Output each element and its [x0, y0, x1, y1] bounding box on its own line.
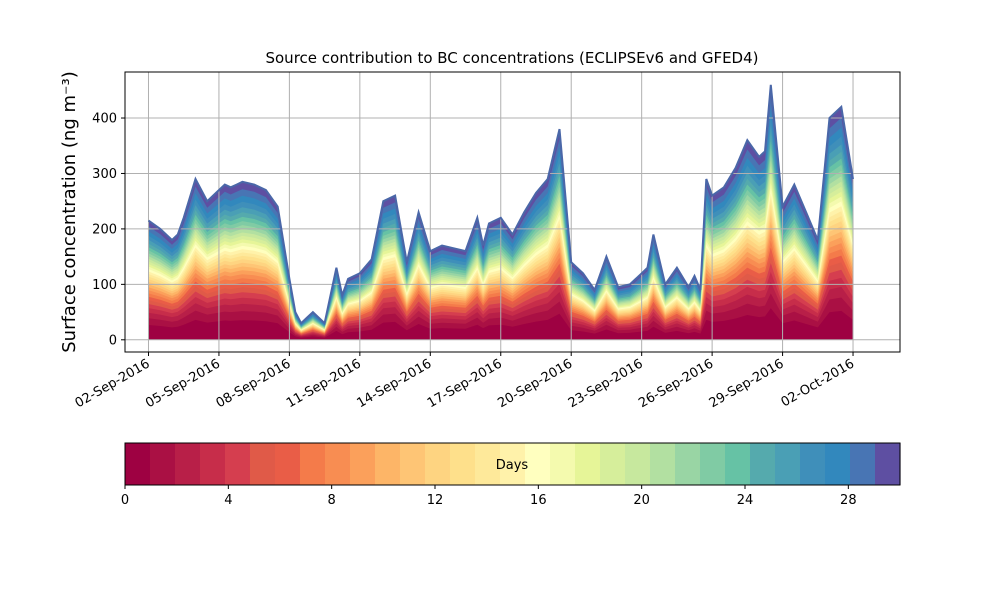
x-tick-label: 26-Sep-2016: [636, 356, 716, 411]
x-tick-label: 14-Sep-2016: [354, 356, 434, 411]
colorbar-band: [675, 443, 701, 485]
colorbar-label: Days: [496, 458, 529, 473]
colorbar-band: [150, 443, 176, 485]
grid-lines: [125, 72, 900, 352]
colorbar-frame: [124, 442, 901, 486]
colorbar-band: [850, 443, 876, 485]
colorbar-band: [825, 443, 851, 485]
colorbar-band: [375, 443, 401, 485]
colorbar-band: [775, 443, 801, 485]
x-tick-label: 02-Sep-2016: [73, 356, 153, 411]
colorbar-band: [400, 443, 426, 485]
colorbar-bands: [125, 443, 901, 485]
area-layer-day-1: [148, 293, 853, 340]
colorbar-tick-label: 20: [633, 493, 650, 508]
colorbar-band: [300, 443, 326, 485]
colorbar-tick-label: 0: [121, 493, 129, 508]
colorbar-band: [275, 443, 301, 485]
plot-frame: [124, 71, 901, 353]
colorbar-band: [350, 443, 376, 485]
plot-area: 0 100 200 300 400 02-Sep-201605-Sep-201608-S…: [73, 71, 901, 411]
colorbar-tick-label: 16: [530, 493, 547, 508]
x-tick-label: 23-Sep-2016: [566, 356, 646, 411]
y-tick-label: 400: [92, 112, 117, 127]
colorbar-band: [875, 443, 901, 485]
colorbar-band: [525, 443, 551, 485]
colorbar-band: [250, 443, 276, 485]
colorbar-band: [625, 443, 651, 485]
colorbar-tick-label: 4: [224, 493, 232, 508]
x-tick-label: 08-Sep-2016: [214, 356, 294, 411]
colorbar-band: [125, 443, 151, 485]
x-tick-label: 05-Sep-2016: [143, 356, 223, 411]
area-layer-day-3: [148, 272, 853, 340]
x-axis-ticks: 02-Sep-201605-Sep-201608-Sep-201611-Sep-…: [73, 352, 857, 411]
chart-title: Source contribution to BC concentrations…: [265, 49, 758, 67]
y-axis-label: Surface concentration (ng m⁻³): [59, 71, 80, 353]
colorbar-band: [425, 443, 451, 485]
x-tick-label: 02-Oct-2016: [779, 356, 857, 410]
y-tick-label: 100: [92, 278, 117, 293]
x-tick-label: 29-Sep-2016: [707, 356, 787, 411]
total-concentration-line: [147, 84, 854, 326]
colorbar-band: [175, 443, 201, 485]
area-layer-day-2: [148, 281, 853, 340]
colorbar-band: [575, 443, 601, 485]
y-tick-label: 300: [92, 167, 117, 182]
colorbar-ticks: 0 4 8 12 16 20 24 28: [121, 485, 857, 508]
colorbar-band: [750, 443, 776, 485]
colorbar-band: [325, 443, 351, 485]
y-tick-label: 200: [92, 222, 117, 237]
colorbar-band: [725, 443, 751, 485]
colorbar-band: [650, 443, 676, 485]
colorbar-band: [800, 443, 826, 485]
colorbar-band: [600, 443, 626, 485]
colorbar-band: [200, 443, 226, 485]
y-axis-ticks: 0 100 200 300 400: [92, 112, 125, 348]
colorbar-tick-label: 28: [840, 493, 857, 508]
x-tick-label: 11-Sep-2016: [284, 356, 364, 411]
x-tick-label: 17-Sep-2016: [425, 356, 505, 411]
colorbar-band: [700, 443, 726, 485]
area-layer-day-0: [148, 308, 853, 340]
colorbar: Days 0 4 8 12 16 20 24 28: [121, 442, 901, 508]
x-tick-label: 20-Sep-2016: [495, 356, 575, 411]
colorbar-band: [450, 443, 476, 485]
colorbar-band: [500, 443, 526, 485]
colorbar-band: [475, 443, 501, 485]
colorbar-tick-label: 12: [427, 493, 444, 508]
y-tick-label: 0: [109, 333, 117, 348]
colorbar-band: [225, 443, 251, 485]
colorbar-tick-label: 8: [328, 493, 336, 508]
colorbar-band: [550, 443, 576, 485]
colorbar-tick-label: 24: [737, 493, 754, 508]
